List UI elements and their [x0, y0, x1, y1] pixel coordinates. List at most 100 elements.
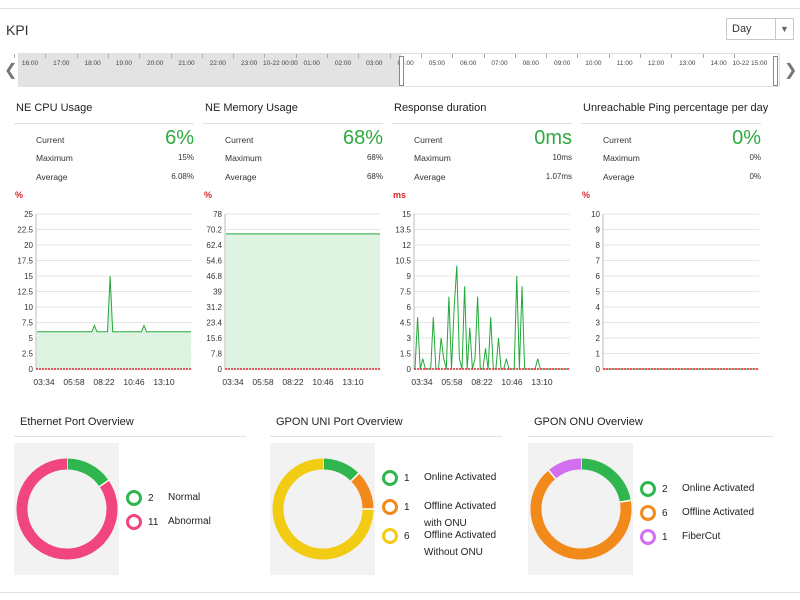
donut-chart-area — [14, 443, 119, 575]
timeline-tick — [640, 54, 641, 58]
timeline-tick-label: 10-22 00:00 — [263, 60, 298, 67]
timeline-tick — [107, 54, 109, 58]
y-tick-label: 7.5 — [22, 319, 34, 328]
legend-count: 1 — [404, 502, 410, 513]
timeline-tick — [327, 54, 328, 58]
x-tick-label: 13:10 — [153, 377, 175, 387]
timeline-tick-label: 14:00 — [710, 60, 727, 67]
timeline-tick — [264, 54, 266, 58]
timeline-tick-label: 10:00 — [585, 60, 602, 67]
timeline-tick — [45, 54, 47, 58]
legend-label: Online Activated — [424, 472, 497, 483]
bottom-divider — [0, 592, 800, 593]
timeline-tick — [483, 54, 485, 58]
kpi-maximum-label: Maximum — [225, 153, 262, 163]
y-tick-label: 10 — [24, 303, 33, 312]
y-tick-label: 13.5 — [395, 226, 411, 235]
timeline-tick — [671, 54, 673, 58]
x-tick-label: 10:46 — [123, 377, 145, 387]
kpi-divider — [581, 123, 761, 124]
timeline-tick — [76, 54, 78, 58]
kpi-maximum-label: Maximum — [36, 153, 73, 163]
y-tick-label: 4 — [596, 303, 601, 312]
y-tick-label: 62.4 — [206, 241, 222, 250]
x-tick-label: 10:46 — [501, 377, 523, 387]
y-tick-label: 7.5 — [400, 288, 412, 297]
kpi-average-label: Average — [414, 172, 446, 182]
overview-title: GPON UNI Port Overview — [276, 416, 403, 428]
y-tick-label: 4.5 — [400, 319, 412, 328]
kpi-average-value: 6.08% — [171, 172, 194, 181]
donut-slice — [322, 458, 359, 482]
time-range-select[interactable]: Day ▼ — [726, 18, 794, 40]
kpi-unit: ms — [393, 190, 407, 200]
kpi-divider — [14, 123, 194, 124]
legend-circle-icon — [126, 490, 142, 506]
y-tick-label: 31.2 — [206, 303, 222, 312]
y-tick-label: 6 — [596, 272, 601, 281]
x-tick-label: 03:34 — [33, 377, 55, 387]
y-tick-label: 0 — [596, 365, 601, 374]
timeline-tick — [170, 54, 172, 58]
chevron-left-icon[interactable]: ❮ — [4, 62, 18, 79]
y-tick-label: 5 — [29, 334, 34, 343]
y-tick-label: 0 — [29, 365, 34, 374]
y-tick-label: 10 — [591, 210, 600, 219]
y-tick-label: 23.4 — [206, 319, 222, 328]
timeline-tick-label: 07:00 — [491, 60, 508, 67]
donut-chart-area — [528, 443, 633, 575]
timeline-tick — [420, 54, 422, 58]
chevron-down-icon[interactable]: ▼ — [775, 19, 793, 39]
legend-label: Normal — [168, 492, 201, 503]
range-handle[interactable] — [399, 56, 404, 86]
kpi-title: Response duration — [394, 102, 487, 114]
donut-chart — [16, 458, 118, 560]
kpi-maximum-label: Maximum — [603, 153, 640, 163]
y-tick-label: 0 — [407, 365, 412, 374]
overview-divider — [270, 436, 502, 437]
y-tick-label: 3 — [596, 319, 601, 328]
kpi-average-label: Average — [225, 172, 257, 182]
timeline-tick-label: 16:00 — [21, 60, 39, 67]
x-tick-label: 08:22 — [471, 377, 493, 387]
y-tick-label: 20 — [24, 241, 33, 250]
legend-label: Abnormal — [168, 516, 211, 527]
legend-label: FiberCut — [682, 531, 721, 542]
kpi-title: Unreachable Ping percentage per day — [583, 102, 769, 114]
timeline-tick-label: 03:00 — [366, 60, 383, 67]
timeline-tick — [295, 54, 297, 58]
timeline-tick-label: 05:00 — [428, 60, 446, 67]
timeline-tick-label: 19:00 — [115, 60, 133, 67]
timeline-tick-label: 18:00 — [84, 60, 101, 67]
timeline-tick — [702, 54, 704, 58]
timeline-tick-label: 13:00 — [679, 60, 696, 67]
timeline-tick — [546, 54, 548, 58]
time-range-value: Day — [732, 23, 752, 35]
timeline-tick-label: 10-22 15:00 — [732, 60, 768, 67]
timeline-tick-label: 22:00 — [209, 60, 226, 67]
time-slider[interactable]: ❮ 16:00 17:00 18:00 19:00 20:00 21:00 22:00 23:… — [0, 50, 800, 88]
kpi-average-value: 0% — [749, 172, 761, 181]
y-tick-label: 0 — [218, 365, 223, 374]
chevron-right-icon[interactable]: ❯ — [784, 62, 798, 79]
timeline-tick — [201, 54, 203, 58]
kpi-current-label: Current — [603, 135, 632, 145]
timeline-tick-label: 12:00 — [647, 60, 665, 67]
donut-chart — [272, 458, 374, 560]
x-tick-label: 05:58 — [63, 377, 85, 387]
timeline-tick — [233, 54, 235, 58]
x-tick-label: 03:34 — [222, 377, 244, 387]
kpi-unit: % — [204, 190, 213, 200]
range-handle[interactable] — [773, 56, 778, 86]
y-tick-label: 54.6 — [206, 257, 222, 266]
kpi-maximum-value: 10ms — [552, 153, 572, 162]
donut-chart — [530, 458, 632, 560]
legend-count: 11 — [148, 517, 159, 528]
kpi-maximum-value: 15% — [177, 153, 194, 162]
y-tick-label: 15.6 — [206, 334, 222, 343]
y-tick-label: 7 — [596, 257, 601, 266]
timeline-track[interactable]: 16:00 17:00 18:00 19:00 20:00 21:00 22:00 23:00… — [14, 53, 780, 87]
timeline-unselected-range — [19, 54, 401, 86]
timeline-tick — [733, 54, 735, 58]
kpi-maximum-value: 68% — [366, 153, 383, 162]
